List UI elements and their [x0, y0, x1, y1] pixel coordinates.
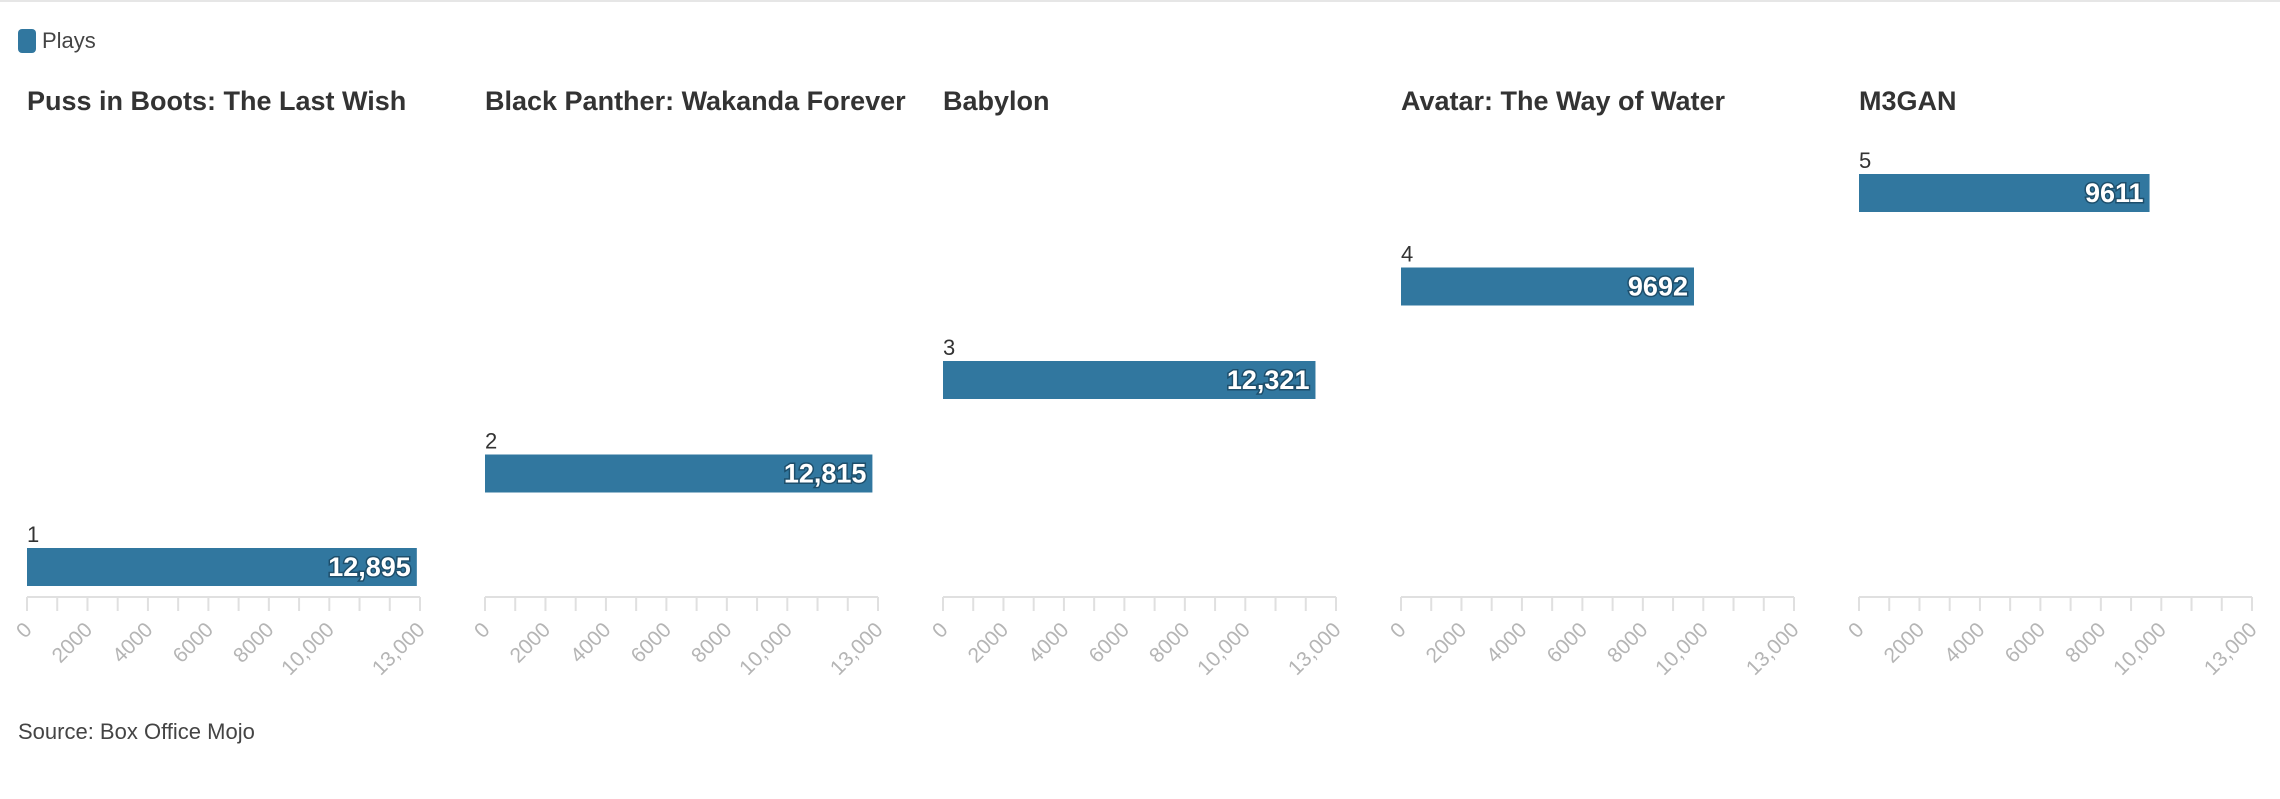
x-tick-label: 8000 [1145, 618, 1194, 667]
legend-label: Plays [42, 28, 96, 53]
panel-2: Black Panther: Wakanda Forever 0 2000 4000 6… [470, 86, 906, 680]
bar [1859, 174, 2150, 212]
x-tick-label: 2000 [1422, 618, 1471, 667]
rank-label: 2 [485, 429, 497, 454]
bar [27, 548, 417, 586]
top-divider [0, 0, 2280, 2]
x-tick-label: 2000 [964, 618, 1013, 667]
panel-1: Puss in Boots: The Last Wish 0 2000 4000 600… [12, 86, 430, 680]
x-tick-label: 10,000 [1193, 618, 1255, 680]
value-label: 9692 [1628, 272, 1688, 302]
x-tick-label: 13,000 [2200, 618, 2262, 680]
x-tick-label: 10,000 [735, 618, 797, 680]
x-tick-label: 8000 [687, 618, 736, 667]
x-tick-label: 13,000 [826, 618, 888, 680]
x-tick-label: 0 [1844, 618, 1869, 643]
x-tick-label: 6000 [169, 618, 218, 667]
rank-label: 3 [943, 335, 955, 360]
panel-title: Puss in Boots: The Last Wish [27, 86, 406, 116]
x-tick-label: 13,000 [1284, 618, 1346, 680]
x-tick-label: 4000 [566, 618, 615, 667]
value-label: 12,895 [328, 552, 411, 582]
x-tick-label: 6000 [1085, 618, 1134, 667]
x-tick-label: 0 [12, 618, 37, 643]
source-note: Source: Box Office Mojo [18, 719, 255, 744]
legend-swatch [18, 29, 36, 53]
value-label: 12,815 [784, 459, 867, 489]
x-tick-label: 6000 [2001, 618, 2050, 667]
x-tick-label: 4000 [108, 618, 157, 667]
x-tick-label: 10,000 [1651, 618, 1713, 680]
rank-label: 5 [1859, 148, 1871, 173]
value-label: 12,321 [1227, 365, 1310, 395]
panel-title: Avatar: The Way of Water [1401, 86, 1726, 116]
panel-title: M3GAN [1859, 86, 1957, 116]
x-tick-label: 8000 [1603, 618, 1652, 667]
x-tick-label: 0 [1386, 618, 1411, 643]
bar [1401, 267, 1694, 306]
x-tick-label: 4000 [1482, 618, 1531, 667]
rank-label: 4 [1401, 242, 1413, 267]
panel-title: Black Panther: Wakanda Forever [485, 86, 906, 116]
bar [943, 361, 1316, 399]
x-tick-label: 4000 [1024, 618, 1073, 667]
bar [485, 454, 873, 493]
x-tick-label: 0 [470, 618, 495, 643]
panel-title: Babylon [943, 86, 1050, 116]
x-tick-label: 4000 [1940, 618, 1989, 667]
legend[interactable]: Plays [18, 28, 96, 54]
x-tick-label: 13,000 [368, 618, 430, 680]
x-tick-label: 8000 [2061, 618, 2110, 667]
x-tick-label: 8000 [229, 618, 278, 667]
x-tick-label: 10,000 [2109, 618, 2171, 680]
rank-label: 1 [27, 522, 39, 547]
x-tick-label: 6000 [1543, 618, 1592, 667]
x-tick-label: 6000 [627, 618, 676, 667]
x-tick-label: 2000 [1880, 618, 1929, 667]
x-tick-label: 13,000 [1742, 618, 1804, 680]
panel-4: Avatar: The Way of Water 0 2000 4000 6000 800… [1386, 86, 1804, 680]
x-tick-label: 0 [928, 618, 953, 643]
x-tick-label: 2000 [48, 618, 97, 667]
value-label: 9611 [2085, 178, 2144, 208]
x-tick-label: 10,000 [277, 618, 339, 680]
x-tick-label: 2000 [506, 618, 555, 667]
